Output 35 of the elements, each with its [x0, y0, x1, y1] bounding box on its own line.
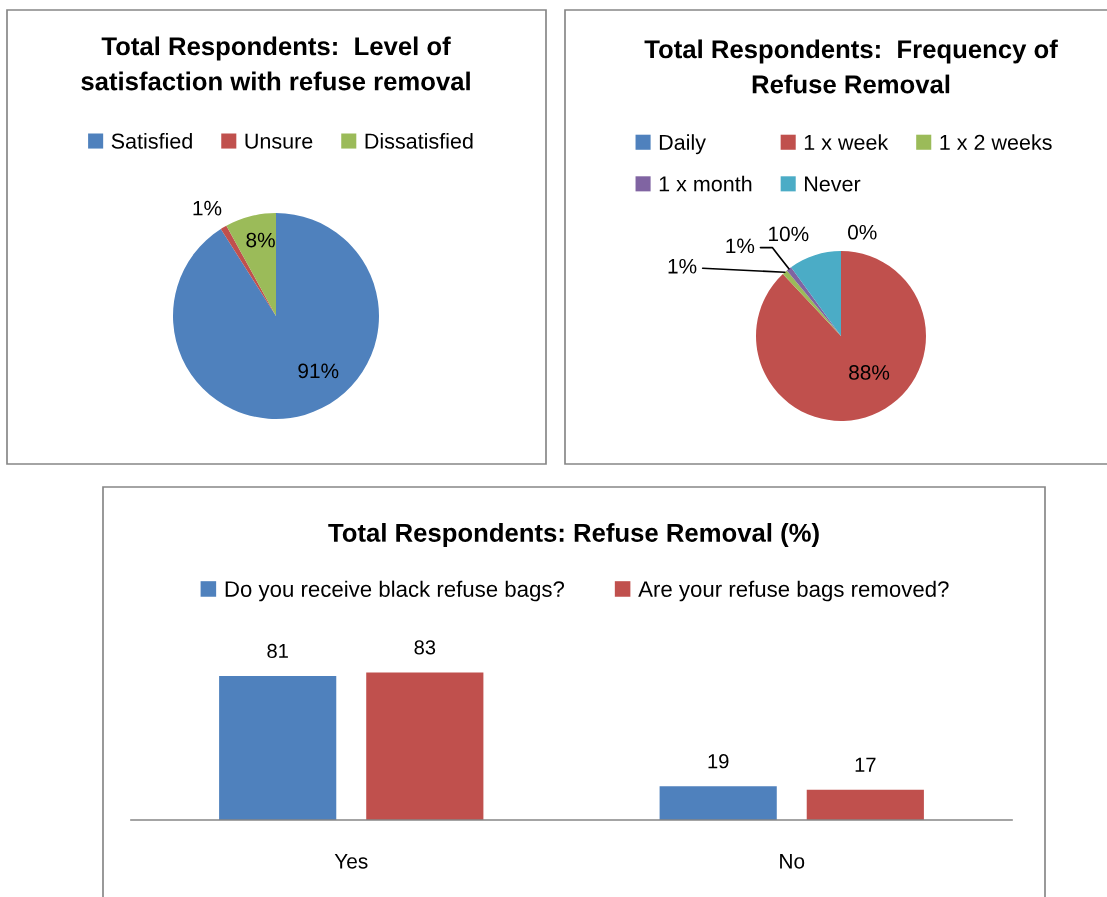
data-label: 88%	[849, 365, 890, 380]
legend-label: Unsure	[245, 133, 313, 149]
legend-label: Do you receive black refuse bags?	[225, 580, 565, 602]
legend-label: Daily	[659, 134, 706, 155]
data-label: 19	[708, 754, 729, 769]
data-label: 17	[855, 757, 876, 772]
data-label: 10%	[769, 226, 809, 242]
pie-slice	[226, 213, 276, 316]
chart-title: Total Respondents: Frequency of Refuse Removal	[644, 39, 1058, 94]
legend-label: 1 x 2 weeks	[940, 134, 1052, 150]
pie-slice	[756, 251, 926, 421]
data-label: 1%	[193, 200, 222, 216]
legend-label: Satisfied	[111, 132, 192, 149]
chart-title: Total Respondents: Level of satisfaction with refuse removal	[81, 36, 470, 91]
legend-label: Never	[805, 176, 861, 192]
legend-label: 1 x week	[804, 134, 889, 150]
bar	[219, 675, 337, 820]
x-tick-label: Yes	[334, 854, 368, 869]
pie-slice	[220, 225, 276, 316]
chart-title: Total Respondents: Refuse Removal (%)	[328, 523, 819, 547]
legend-label: Are your refuse bags removed?	[638, 580, 949, 602]
data-label: 81	[267, 643, 288, 659]
bar	[659, 786, 777, 820]
legend-label: 1 x month	[659, 175, 752, 192]
x-tick-label: No	[780, 854, 805, 869]
legend-label: Dissatisfied	[365, 132, 473, 149]
data-label: 91%	[298, 363, 339, 379]
text: 0%	[848, 224, 877, 240]
data-label: 1%	[668, 258, 697, 274]
data-label: 8%	[246, 232, 275, 248]
data-label: 1%	[726, 238, 755, 254]
data-label: 83	[414, 640, 436, 655]
pie-slice	[791, 251, 841, 336]
bar	[806, 789, 924, 820]
bar	[366, 672, 484, 820]
